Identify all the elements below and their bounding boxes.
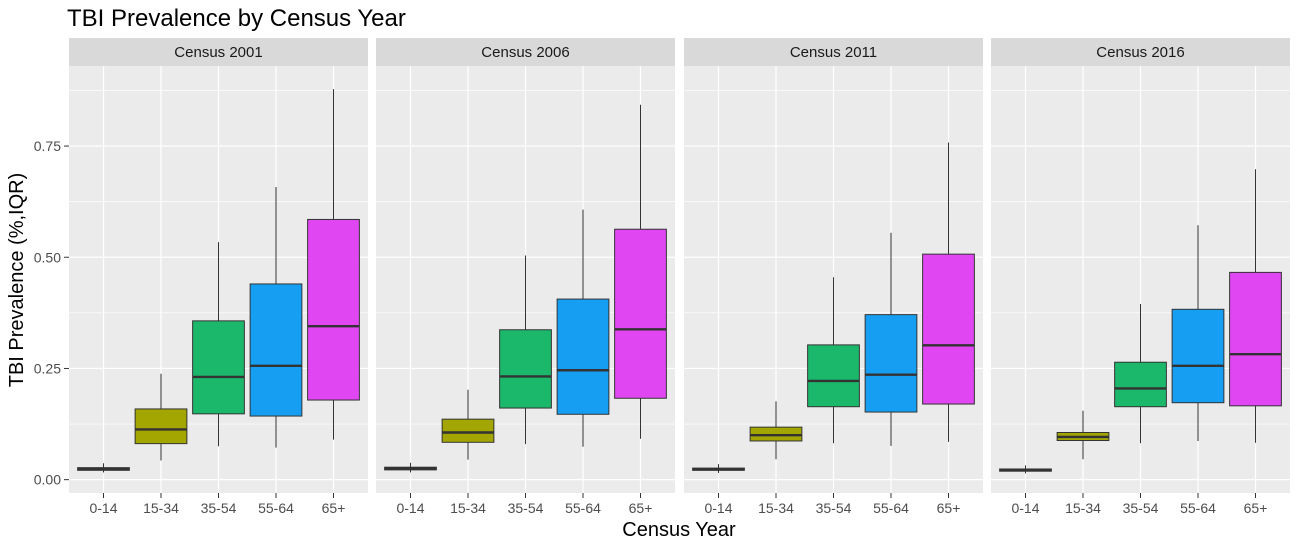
box-55-64 (1171, 225, 1225, 441)
iqr-box (192, 320, 245, 415)
box-15-34 (134, 373, 188, 461)
x-tick-label: 0-14 (1011, 500, 1039, 516)
iqr-box (922, 253, 975, 405)
iqr-box (1171, 308, 1225, 404)
iqr-box (499, 329, 552, 409)
x-tick-label: 15-34 (450, 500, 486, 516)
x-tick-label: 15-34 (758, 500, 794, 516)
iqr-box (614, 228, 667, 399)
x-tick-label: 65+ (322, 500, 346, 516)
box-55-64 (249, 186, 303, 448)
x-tick-label: 35-54 (201, 500, 237, 516)
chart-title: TBI Prevalence by Census Year (67, 5, 406, 32)
x-tick-label: 65+ (937, 500, 961, 516)
x-axis-title: Census Year (622, 519, 736, 541)
x-tick-label: 0-14 (396, 500, 424, 516)
x-tick-label: 0-14 (89, 500, 117, 516)
y-tick-label: 0.00 (34, 472, 61, 488)
box-65+ (614, 104, 667, 439)
iqr-box (864, 314, 918, 413)
box-15-34 (1056, 410, 1110, 460)
facet-panel: Census 2016 0-14 15-34 35-54 55-64 65+ (991, 38, 1290, 516)
x-tick-label: 35-54 (508, 500, 544, 516)
y-axis-title: TBI Prevalence (%,IQR) (6, 173, 28, 388)
iqr-box (249, 283, 303, 417)
facet-panel: Census 2001 0-14 15-34 35-54 55-64 65+ (69, 38, 368, 516)
x-tick-label: 0-14 (704, 500, 732, 516)
x-tick-label: 55-64 (565, 500, 601, 516)
y-axis: 0.00 0.25 0.50 0.75 (34, 138, 69, 488)
box-0-14 (77, 463, 130, 473)
facet-strip (376, 38, 675, 66)
y-tick-label: 0.25 (34, 360, 61, 376)
facet-strip-label: Census 2011 (790, 44, 877, 61)
iqr-box (307, 218, 360, 401)
box-65+ (922, 142, 975, 442)
facet-strip (991, 38, 1290, 66)
x-tick-label: 35-54 (816, 500, 852, 516)
x-tick-label: 55-64 (258, 500, 294, 516)
x-tick-label: 65+ (1244, 500, 1268, 516)
box-35-54 (499, 255, 552, 445)
box-35-54 (807, 277, 860, 444)
iqr-box (556, 298, 610, 415)
iqr-box (807, 344, 860, 408)
y-tick-label: 0.50 (34, 249, 61, 265)
iqr-box (134, 408, 188, 445)
box-15-34 (749, 401, 803, 460)
box-0-14 (384, 462, 437, 473)
box-65+ (1229, 169, 1282, 443)
facet-strip-label: Census 2016 (1096, 44, 1184, 61)
box-15-34 (441, 389, 495, 460)
facet-strip-label: Census 2006 (481, 44, 569, 61)
x-tick-label: 35-54 (1123, 500, 1159, 516)
box-55-64 (864, 232, 918, 446)
x-tick-label: 65+ (629, 500, 653, 516)
box-0-14 (692, 464, 745, 473)
x-tick-label: 55-64 (873, 500, 909, 516)
facet-strip-label: Census 2001 (174, 44, 262, 61)
y-tick-label: 0.75 (34, 138, 61, 154)
box-65+ (307, 89, 360, 440)
iqr-box (1229, 271, 1282, 407)
box-35-54 (192, 242, 245, 447)
x-tick-label: 15-34 (143, 500, 179, 516)
box-0-14 (999, 465, 1052, 474)
facet-panel: Census 2011 0-14 15-34 35-54 55-64 65+ (684, 38, 983, 516)
facet-panel: Census 2006 0-14 15-34 35-54 55-64 65+ (376, 38, 675, 516)
box-35-54 (1114, 303, 1167, 444)
facet-strip (69, 38, 368, 66)
iqr-box (1114, 361, 1167, 408)
iqr-box (441, 418, 495, 443)
x-tick-label: 55-64 (1180, 500, 1216, 516)
x-tick-label: 15-34 (1065, 500, 1101, 516)
box-55-64 (556, 209, 610, 447)
facet-strip (684, 38, 983, 66)
